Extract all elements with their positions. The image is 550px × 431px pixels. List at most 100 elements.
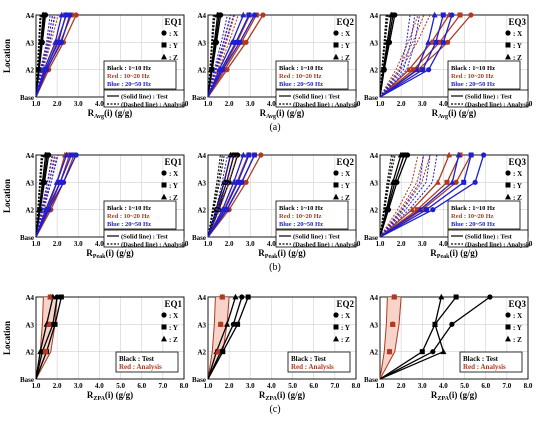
panel-b-eq1-point — [63, 151, 70, 158]
panel-c-eq2-analysis-point — [214, 348, 221, 355]
panel-a-eq1-legend-line-box — [103, 89, 185, 108]
panel-c-eq2-legend-marker — [333, 324, 339, 330]
panel-a-eq1-legend-marker — [161, 42, 167, 48]
panel-c-eq3-x-tick: 6.0 — [481, 382, 490, 390]
panel-b-eq3-legend-freq: Red : 10~20 Hz — [451, 213, 494, 220]
panel-b-eq3-point — [449, 179, 456, 185]
panel-b-eq2-y-tick: A2 — [197, 207, 206, 215]
panel-c-eq3-legend-marker-label: : Y — [513, 324, 522, 332]
panel-b-eq1-legend-marker-label: : Z — [169, 194, 178, 202]
panel-a-eq2-legend-box — [275, 60, 349, 90]
panel-c-eq2-x-tick: 8.0 — [352, 382, 361, 390]
panel-c-eq2-y-tick: A3 — [197, 321, 206, 329]
panel-c-eq3-y-tick: A3 — [369, 321, 378, 329]
panel-c-eq3-point — [431, 321, 438, 327]
panel-a-eq3-legend-line-text: (Solid line) : Test — [465, 94, 513, 101]
panel-c-eq2-legend-zpa: Black : Test — [291, 355, 327, 363]
panel-b-eq2-legend-freq: Red : 10~20 Hz — [279, 213, 322, 220]
panel-c-eq1-frame — [35, 296, 185, 380]
panel-b-eq1-y-tick: Base — [20, 234, 34, 242]
panel-a-eq2-y-tick: A4 — [197, 12, 206, 20]
panel-a-eq2-x-tick: 3.0 — [246, 100, 255, 108]
panel-a-eq3-series-line — [379, 14, 444, 98]
panel-b-eq1-y-tick: A4 — [25, 152, 34, 160]
y-axis-label: Location — [2, 179, 12, 213]
panel-c-eq1-point — [52, 321, 58, 327]
panel-b-eq3-point — [430, 207, 436, 213]
panel-b-eq3-title: EQ3 — [508, 157, 526, 167]
panel-b-eq3-analysis-line — [379, 154, 431, 238]
panel-a-eq1-point — [58, 11, 65, 18]
panel-c-eq2-y-tick: A4 — [197, 294, 206, 302]
panel-a-eq1-series-line — [35, 14, 77, 98]
panel-a-eq1-series-line — [35, 14, 63, 98]
panel-b-eq2-legend-line-text: (Solid line) : Test — [293, 234, 341, 241]
panel-b-eq3-point — [392, 179, 398, 185]
panel-b-eq3-legend-marker-label: : Y — [513, 182, 522, 190]
panel-a-eq2-point — [211, 39, 218, 45]
panel-c-eq3-legend-marker — [505, 312, 511, 318]
panel-a-eq2-point — [233, 39, 239, 45]
panel-b-eq3-legend-marker — [505, 193, 511, 200]
panel-c-eq2-legend-marker — [333, 312, 339, 318]
panel-b-eq3-point — [389, 179, 396, 185]
panel-c-eq3-analysis-line — [379, 296, 402, 380]
panel-c-eq1-series-line — [35, 296, 58, 380]
panel-b-eq2-legend-marker-label: : Y — [341, 182, 350, 190]
panel-a-eq3-y-tick: A3 — [369, 39, 378, 47]
panel-b-eq3-point — [417, 206, 424, 213]
panel-a-eq2-point — [251, 12, 258, 18]
panel-c-eq1-analysis-point — [42, 348, 49, 355]
panel-b-eq2-x-tick: 4.0 — [267, 240, 276, 248]
panel-c-eq3-legend-zpa: Red : Analysis — [463, 363, 506, 371]
panel-b-eq3-point — [434, 179, 441, 185]
panel-b-eq3-series-line — [379, 154, 402, 238]
panel-b-eq3-point — [409, 206, 416, 213]
panel-c-eq1-x-tick: 8.0 — [180, 382, 189, 390]
panel-a-eq2-legend-freq: Red : 10~20 Hz — [279, 73, 322, 80]
panel-c-eq2-analysis-band — [208, 297, 230, 379]
panel-c-eq2-series-line — [207, 296, 243, 380]
panel-c-eq1-legend-marker — [161, 312, 167, 318]
panel-a-eq2-legend-marker — [333, 30, 339, 36]
panel-b-eq2-analysis-line — [207, 154, 232, 238]
panel-c-eq2-x-tick: 6.0 — [309, 382, 318, 390]
panel-b-eq3-point — [453, 179, 459, 185]
panel-b-eq2-analysis-line — [207, 154, 235, 238]
panel-c-eq2-frame — [207, 296, 357, 380]
panel-b-eq3-y-tick: A3 — [369, 179, 378, 187]
panel-b-eq1-legend-line-box — [103, 229, 185, 248]
panel-a-eq3-point — [457, 12, 463, 18]
panel-b-eq1-series-line — [35, 154, 72, 238]
panel-c-eq1-x-tick: 7.0 — [158, 382, 167, 390]
panel-c-eq3-point — [453, 294, 459, 300]
panel-b-eq3-analysis-line — [379, 154, 419, 238]
panel-c-eq1-x-tick: 3.0 — [74, 382, 83, 390]
panel-b-eq3-analysis-line — [379, 154, 425, 238]
panel-b-eq1-point — [36, 206, 43, 213]
panel-c-eq2-legend-marker — [333, 335, 339, 342]
panel-c-eq1-legend-box — [115, 351, 179, 373]
panel-b-eq3-point — [468, 152, 474, 158]
row-caption: (a) — [269, 122, 280, 133]
panel-b-eq2-series-line — [207, 154, 262, 238]
panel-a-eq3-x-tick: 3.0 — [418, 100, 427, 108]
panel-c-eq2-analysis-point — [219, 293, 226, 300]
panel-c-eq2-legend-box — [287, 351, 351, 373]
panel-b-eq3-series-line — [379, 154, 460, 238]
panel-b-eq1-legend-freq: Blue : 20~50 Hz — [107, 221, 151, 228]
panel-c-eq2-legend-zpa: Red : Analysis — [291, 363, 334, 371]
panel-c-eq3-y-tick: A2 — [369, 349, 378, 357]
panel-a-eq1-point — [41, 66, 48, 73]
panel-c-eq1-legend-marker-label: : Y — [169, 324, 178, 332]
panel-c-eq2-point — [239, 294, 245, 300]
panel-c-eq1-x-tick: 6.0 — [137, 382, 146, 390]
panel-a-eq3-point — [425, 39, 432, 45]
panel-c-eq2-x-tick: 1.0 — [204, 382, 213, 390]
panel-a-eq1-analysis-line — [35, 14, 56, 98]
panel-b-eq2-legend-box — [275, 200, 349, 230]
panel-a-eq2-legend-marker — [333, 53, 339, 60]
panel-c-eq1-legend-marker-label: : X — [169, 312, 178, 320]
panel-c-eq1-y-tick: A2 — [25, 349, 34, 357]
panel-c-eq3-point — [449, 321, 455, 327]
